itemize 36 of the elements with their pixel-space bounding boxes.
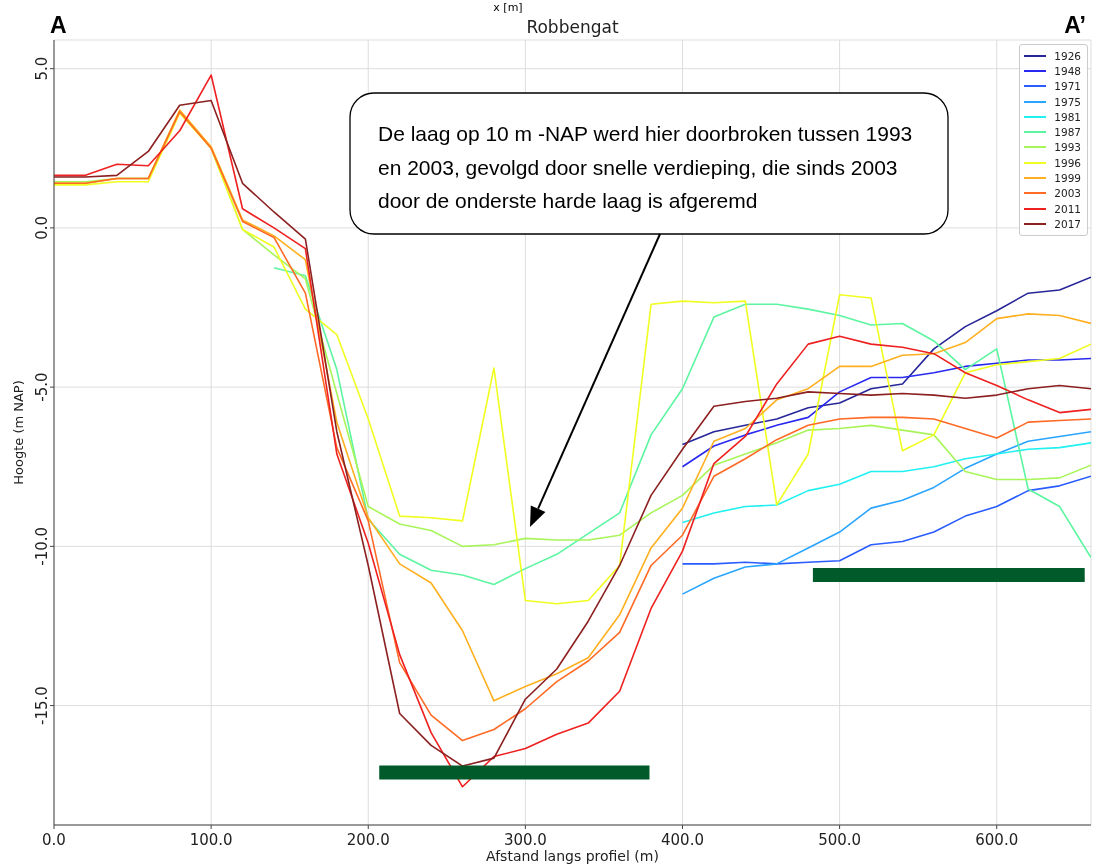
- y-tick-label: -10.0: [33, 526, 51, 566]
- x-tick-label: 300.0: [503, 831, 547, 849]
- legend-label: 1971: [1054, 80, 1081, 93]
- x-axis-title: Afstand langs profiel (m): [486, 848, 659, 864]
- legend-label: 1993: [1054, 141, 1081, 154]
- text: x [m]: [493, 1, 523, 14]
- legend-label: 1926: [1054, 49, 1081, 62]
- legend-label: 2003: [1054, 187, 1081, 200]
- annotation: De laag op 10 m -NAP werd hier doorbroken tussen 1993 en 2003, gevolgd door snelle verdieping, die sinds 2003 door de onderste harde laag is afgeremd: [378, 121, 914, 214]
- legend-label: 2011: [1054, 202, 1081, 215]
- legend-label: 1948: [1054, 64, 1081, 77]
- line-series: [681, 276, 1091, 446]
- legend-label: 2017: [1054, 217, 1081, 230]
- text: A’: [1064, 12, 1086, 38]
- legend-label: 1996: [1054, 156, 1081, 169]
- line-series: [681, 357, 1091, 468]
- x-tick-label: 400.0: [661, 831, 704, 849]
- y-tick-label: -5.0: [33, 372, 51, 402]
- line-series: [681, 475, 1091, 565]
- x-tick-label: 100.0: [189, 831, 233, 849]
- line-series: [681, 442, 1091, 524]
- x-tick-label: 200.0: [346, 831, 390, 849]
- line-series: [273, 266, 1091, 586]
- x-tick-label: 600.0: [975, 831, 1019, 849]
- y-tick-label: -15.0: [33, 686, 51, 725]
- legend-label: 1975: [1054, 95, 1081, 108]
- legend-label: 1981: [1054, 110, 1081, 123]
- y-axis-title: Hoogte (m NAP): [11, 380, 26, 485]
- legend-label: 1999: [1054, 172, 1081, 185]
- line-series: [681, 430, 1091, 595]
- chart-title: Robbengat: [526, 17, 619, 37]
- y-tick-label: 5.0: [33, 56, 51, 81]
- text: A: [50, 12, 67, 38]
- x-tick-label: 500.0: [818, 831, 862, 849]
- legend-label: 1987: [1054, 126, 1081, 139]
- y-tick-label: 0.0: [33, 215, 51, 240]
